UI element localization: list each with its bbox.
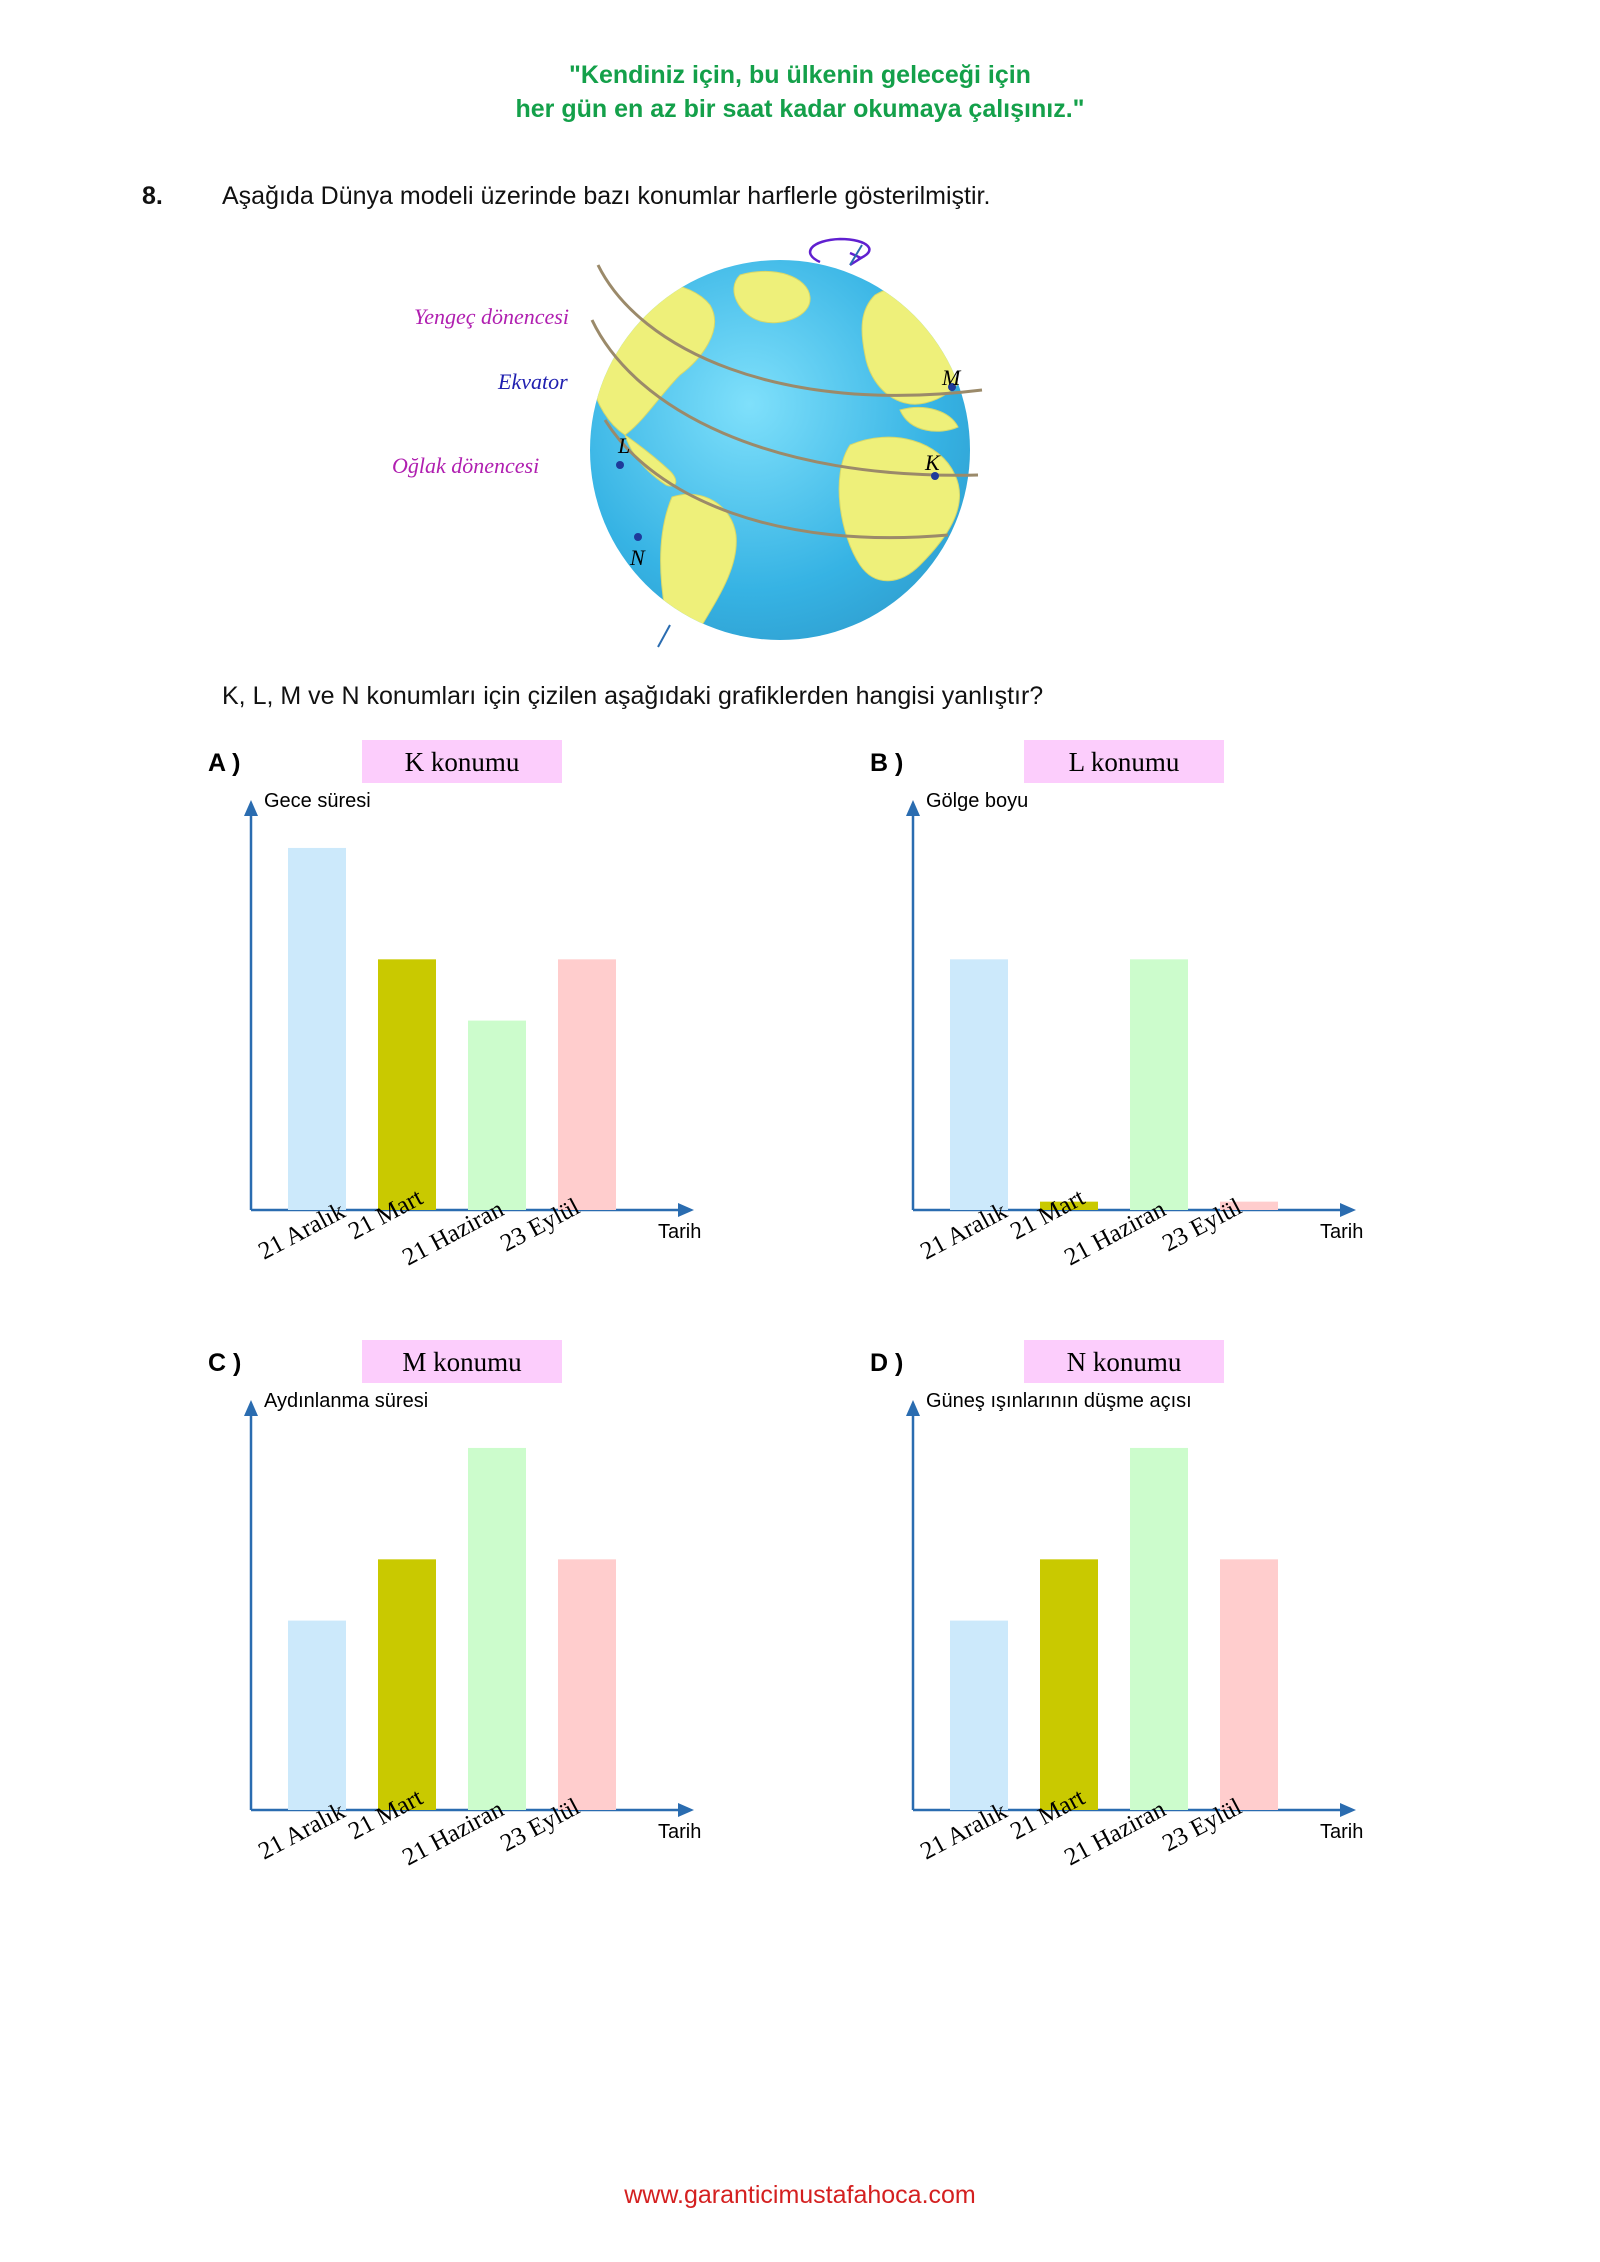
tropic-of-capricorn-line [603,419,949,540]
africa-shape [838,436,960,582]
bar-4 [1220,1559,1278,1810]
tropic-of-cancer-line [596,264,983,397]
bar-3 [468,1447,526,1810]
axis-top-stub [849,244,863,266]
x-axis-arrow-icon [678,1803,694,1817]
chart-title: M konumu [402,1347,522,1377]
y-axis-label: Gece süresi [264,790,371,812]
bar-2 [378,1559,436,1810]
y-axis-label: Güneş ışınlarının düşme açısı [926,1390,1192,1412]
x-axis-label: Tarih [1320,1821,1363,1843]
bar-1 [288,847,346,1210]
footer-website: www.garanticimustafahoca.com [624,2181,976,2209]
tropic-of-capricorn-label: Oğlak dönencesi [392,453,539,478]
bar-3 [468,1020,526,1210]
bar-1 [950,1620,1008,1810]
point-m-label: M [941,365,962,390]
x-axis-label: Tarih [658,1221,701,1243]
question-prompt: K, L, M ve N konumları için çizilen aşağ… [222,682,1044,710]
chart-title: N konumu [1067,1347,1182,1377]
quote-line-1: "Kendiniz için, bu ülkenin geleceği için [569,61,1031,89]
option-label: A ) [208,749,240,777]
chart-title-box [1024,740,1224,783]
option-label: B ) [870,749,903,777]
option-label: D ) [870,1349,903,1377]
motivational-quote: "Kendiniz için, bu ülkenin geleceği için… [0,58,1600,126]
point-m-dot [948,383,956,391]
bar-4 [1220,1201,1278,1210]
y-axis-arrow-icon [906,1400,920,1416]
category-label: 21 Mart [1006,1184,1089,1245]
south-europe-shape [899,406,959,432]
x-axis-arrow-icon [678,1203,694,1217]
x-axis-label: Tarih [1320,1221,1363,1243]
x-axis-arrow-icon [1340,1203,1356,1217]
equator-label: Ekvator [497,369,568,394]
chart-title-box [362,740,562,783]
x-axis-label: Tarih [658,1821,701,1843]
chart-title: L konumu [1069,747,1180,777]
axis-bottom-stub [657,624,671,648]
tropic-of-cancer-label: Yengeç dönencesi [414,304,569,329]
bar-1 [288,1620,346,1810]
point-l-label: L [617,433,630,458]
bar-2 [378,959,436,1210]
y-axis-label: Aydınlanma süresi [264,1390,428,1412]
bar-4 [558,1559,616,1810]
chart-title-box [362,1340,562,1383]
bar-4 [558,959,616,1210]
y-axis-arrow-icon [906,800,920,816]
point-k-label: K [924,450,941,475]
rotation-arrow-icon [808,237,871,264]
bar-1 [950,959,1008,1210]
x-axis-arrow-icon [1340,1803,1356,1817]
chart-option-d: D ) N konumu Güneş ışınlarının düşme açısı… [870,1340,1363,1871]
chart-title: K konumu [405,747,520,777]
chart-title-box [1024,1340,1224,1383]
earth-model-figure: K L M N Yengeç dönencesi Ekvator Oğlak d… [392,237,983,648]
y-axis-arrow-icon [244,1400,258,1416]
question-text: Aşağıda Dünya modeli üzerinde bazı konum… [222,182,991,210]
question-number: 8. [142,182,163,210]
quote-line-2: her gün en az bir saat kadar okumaya çal… [515,95,1085,123]
point-n-dot [634,533,642,541]
bar-3 [1130,1447,1188,1810]
point-n-label: N [629,545,646,570]
bar-2 [1040,1201,1098,1210]
y-axis-label: Gölge boyu [926,790,1028,812]
equator-line [590,319,979,477]
y-axis-arrow-icon [244,800,258,816]
point-l-dot [616,461,624,469]
option-label: C ) [208,1349,241,1377]
rotation-arrowhead-icon [849,251,864,267]
point-k-dot [931,472,939,480]
bar-2 [1040,1559,1098,1810]
greenland-shape [733,271,811,324]
bar-3 [1130,959,1188,1210]
